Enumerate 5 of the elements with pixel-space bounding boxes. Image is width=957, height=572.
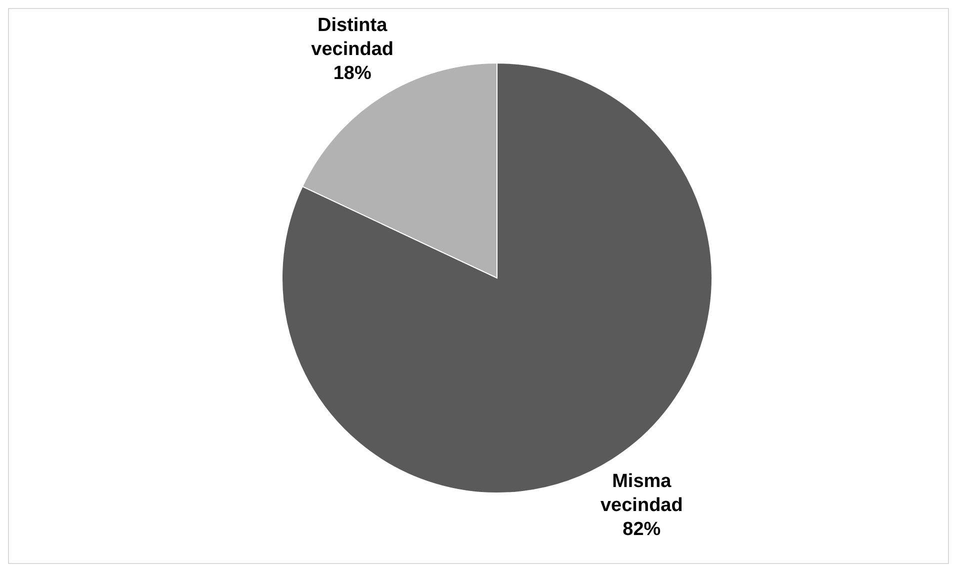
data-label: 82% xyxy=(622,518,661,540)
slice-label: Distinta vecindad xyxy=(311,15,394,60)
slice-label: Misma vecindad xyxy=(600,470,683,516)
pie-slice xyxy=(282,62,712,494)
data-label: 18% xyxy=(333,63,372,84)
